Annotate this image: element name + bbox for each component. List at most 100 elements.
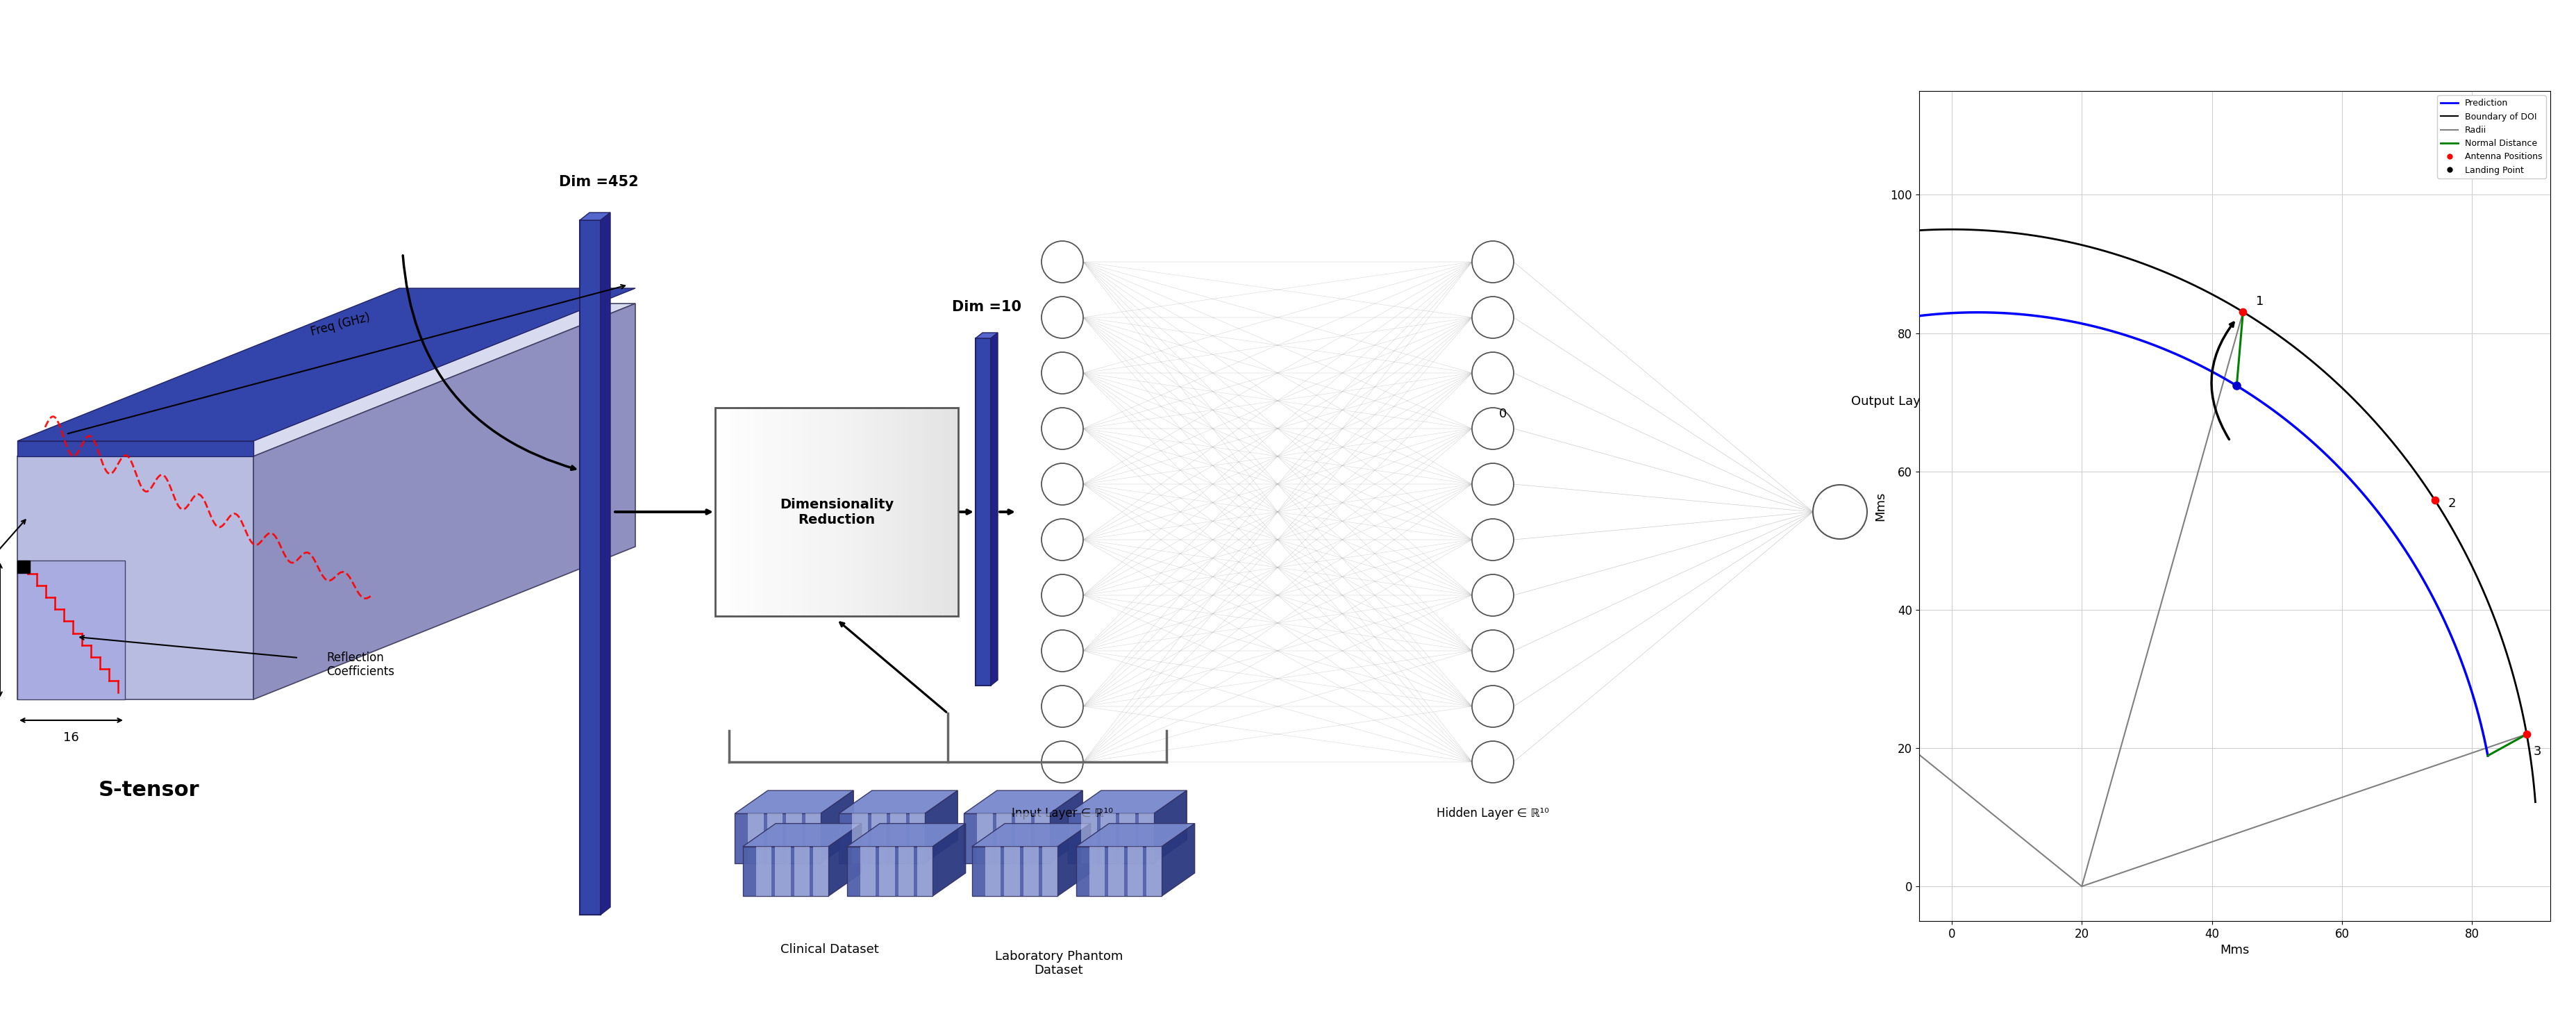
Polygon shape: [971, 824, 1090, 847]
Polygon shape: [1077, 824, 1195, 847]
Boundary of DOI: [1662, 297, 1692, 309]
Polygon shape: [1015, 814, 1030, 863]
Circle shape: [1471, 575, 1515, 616]
Landing Point: [2215, 377, 2257, 394]
Polygon shape: [976, 333, 997, 338]
Polygon shape: [734, 790, 853, 814]
Text: Laboratory Phantom
Dataset: Laboratory Phantom Dataset: [994, 950, 1123, 977]
Text: Hidden Layer ∈ ℝ¹⁰: Hidden Layer ∈ ℝ¹⁰: [1437, 808, 1548, 820]
Polygon shape: [1069, 814, 1154, 863]
Text: Reflection
Coefficients: Reflection Coefficients: [327, 652, 394, 678]
Polygon shape: [933, 824, 966, 896]
Polygon shape: [1043, 847, 1059, 896]
Circle shape: [1041, 519, 1082, 561]
Prediction: [1636, 428, 1667, 440]
Circle shape: [1471, 685, 1515, 728]
Polygon shape: [925, 790, 958, 863]
Polygon shape: [18, 456, 252, 699]
Polygon shape: [742, 824, 860, 847]
Polygon shape: [580, 213, 611, 221]
Polygon shape: [860, 847, 876, 896]
Polygon shape: [1108, 847, 1123, 896]
Polygon shape: [984, 847, 999, 896]
Polygon shape: [600, 213, 611, 915]
Text: 0: 0: [1499, 408, 1507, 420]
Boundary of DOI: [1937, 224, 1968, 236]
Text: Freq (GHz): Freq (GHz): [309, 312, 371, 339]
Polygon shape: [1146, 847, 1162, 896]
Text: 16: 16: [64, 732, 80, 744]
Bar: [18, 561, 31, 573]
Polygon shape: [775, 847, 791, 896]
Polygon shape: [1005, 847, 1020, 896]
Boundary of DOI: [2519, 796, 2550, 809]
Polygon shape: [252, 304, 636, 699]
Polygon shape: [18, 288, 636, 441]
Polygon shape: [822, 790, 853, 863]
Text: Dim =10: Dim =10: [953, 300, 1020, 314]
Boundary of DOI: [2172, 276, 2202, 288]
Bar: [976, 338, 992, 685]
Circle shape: [1471, 241, 1515, 282]
Polygon shape: [1059, 824, 1090, 896]
Circle shape: [1041, 685, 1082, 728]
Boundary of DOI: [2473, 599, 2504, 611]
Circle shape: [1471, 519, 1515, 561]
Text: S-tensor: S-tensor: [98, 779, 201, 799]
Prediction: [1984, 307, 2014, 319]
Circle shape: [1041, 297, 1082, 338]
Prediction: [1561, 507, 1592, 519]
Polygon shape: [997, 814, 1012, 863]
Polygon shape: [1162, 824, 1195, 896]
Polygon shape: [909, 814, 925, 863]
Polygon shape: [1154, 790, 1188, 863]
Boundary of DOI: [2269, 334, 2300, 346]
Polygon shape: [768, 814, 783, 863]
Prediction: [1698, 384, 1728, 396]
Circle shape: [1814, 485, 1868, 539]
Polygon shape: [734, 814, 822, 863]
Text: Output Layer ∈ ℝ¹: Output Layer ∈ ℝ¹: [1852, 396, 1968, 408]
Polygon shape: [793, 847, 809, 896]
Polygon shape: [786, 814, 801, 863]
Y-axis label: Mms: Mms: [1875, 491, 1886, 521]
Text: Input Layer ∈ ℝ¹⁰: Input Layer ∈ ℝ¹⁰: [1012, 808, 1113, 820]
Polygon shape: [871, 814, 886, 863]
Polygon shape: [18, 441, 252, 456]
Point: [2223, 304, 2264, 320]
Polygon shape: [963, 814, 1048, 863]
Polygon shape: [848, 824, 966, 847]
Polygon shape: [848, 847, 933, 896]
Circle shape: [1041, 408, 1082, 449]
Line: Prediction: Prediction: [1577, 313, 2488, 756]
Bar: [580, 221, 600, 915]
Polygon shape: [840, 790, 958, 814]
Circle shape: [1041, 241, 1082, 282]
Circle shape: [1041, 575, 1082, 616]
Text: 1: 1: [2257, 296, 2264, 308]
Polygon shape: [1036, 814, 1051, 863]
Polygon shape: [963, 790, 1082, 814]
Normal Distance: [2221, 380, 2251, 392]
Polygon shape: [853, 814, 868, 863]
Circle shape: [1471, 463, 1515, 505]
Polygon shape: [840, 814, 925, 863]
Polygon shape: [814, 847, 829, 896]
Polygon shape: [1121, 814, 1136, 863]
Prediction: [1963, 307, 1994, 319]
Circle shape: [1041, 741, 1082, 783]
Polygon shape: [1069, 790, 1188, 814]
Polygon shape: [1090, 847, 1105, 896]
Text: Dimensionality
Reduction: Dimensionality Reduction: [781, 498, 894, 526]
Polygon shape: [976, 814, 992, 863]
Polygon shape: [878, 847, 894, 896]
Polygon shape: [1023, 847, 1038, 896]
Circle shape: [1471, 297, 1515, 338]
Text: Dim =452: Dim =452: [559, 175, 639, 189]
Circle shape: [1041, 463, 1082, 505]
Point: [2506, 727, 2548, 743]
Normal Distance: [2228, 306, 2259, 318]
Text: Clinical Dataset: Clinical Dataset: [781, 943, 878, 955]
Boundary of DOI: [1667, 292, 1698, 305]
Text: 2: 2: [2447, 498, 2455, 510]
